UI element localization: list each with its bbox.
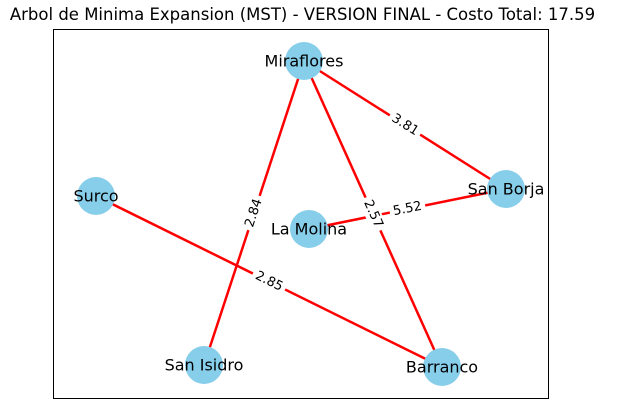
edge-weight-background [249, 266, 289, 297]
plot-frame [53, 29, 549, 399]
edge-weight-background [240, 193, 268, 233]
node-label-san_borja: San Borja [468, 180, 545, 199]
node-surco [77, 177, 115, 215]
node-la_molina [290, 210, 328, 248]
node-label-la_molina: La Molina [271, 220, 347, 239]
node-miraflores [285, 42, 323, 80]
node-label-san_isidro: San Isidro [165, 356, 244, 375]
edge-weight-text: 2.85 [253, 268, 286, 294]
node-label-surco: Surco [73, 187, 118, 206]
edge-weight-background [358, 194, 388, 234]
edge-weight-background [385, 108, 425, 142]
edge-weight-label: 5.52 [388, 197, 427, 221]
edge-weight-text: 2.57 [360, 198, 386, 231]
node-label-barranco: Barranco [406, 358, 478, 377]
edge-weight-label: 3.81 [385, 108, 425, 142]
edge-weight-label: 2.85 [249, 266, 289, 297]
node-san_borja [487, 170, 525, 208]
diagram-title: Arbol de Minima Expansion (MST) - VERSIO… [9, 5, 596, 24]
edge-weight-label: 2.84 [240, 193, 268, 233]
node-san_isidro [185, 346, 223, 384]
node-barranco [423, 348, 461, 386]
edge-weight-text: 5.52 [392, 199, 423, 219]
edge-weight-background [388, 197, 427, 221]
node-label-miraflores: Miraflores [265, 52, 344, 71]
node-layer: Miraflores San Borja Surco La Molina San Isi… [73, 42, 544, 386]
